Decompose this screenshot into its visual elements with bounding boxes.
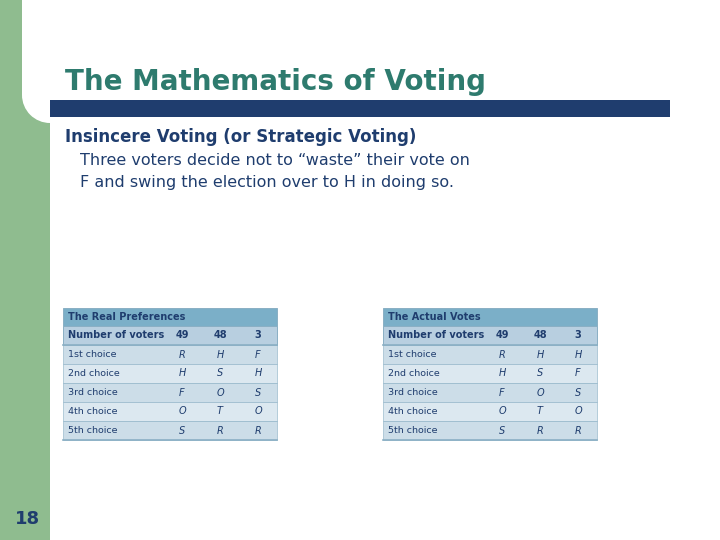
- Bar: [383, 345, 597, 364]
- Text: The Real Preferences: The Real Preferences: [68, 312, 185, 322]
- Bar: [383, 364, 597, 383]
- Text: F and swing the election over to H in doing so.: F and swing the election over to H in do…: [80, 175, 454, 190]
- Text: 4th choice: 4th choice: [68, 407, 117, 416]
- Text: Insincere Voting (or Strategic Voting): Insincere Voting (or Strategic Voting): [65, 128, 416, 146]
- Text: O: O: [254, 407, 262, 416]
- Bar: [383, 421, 597, 440]
- Text: Three voters decide not to “waste” their vote on: Three voters decide not to “waste” their…: [80, 153, 470, 168]
- Bar: [0, 0, 50, 540]
- Text: 3rd choice: 3rd choice: [388, 388, 438, 397]
- Bar: [22, 0, 50, 95]
- Text: O: O: [498, 407, 506, 416]
- Text: H: H: [575, 349, 582, 360]
- Text: R: R: [179, 349, 185, 360]
- Text: R: R: [255, 426, 261, 435]
- Bar: [63, 326, 277, 345]
- Text: T: T: [217, 407, 223, 416]
- Text: Number of voters: Number of voters: [68, 330, 164, 341]
- Bar: [63, 345, 277, 364]
- Text: R: R: [217, 426, 223, 435]
- Text: H: H: [536, 349, 544, 360]
- Text: 3: 3: [255, 330, 261, 341]
- Text: 18: 18: [15, 510, 40, 528]
- Text: The Actual Votes: The Actual Votes: [388, 312, 481, 322]
- Text: F: F: [575, 368, 581, 379]
- Text: F: F: [499, 388, 505, 397]
- Text: F: F: [179, 388, 185, 397]
- Text: The Mathematics of Voting: The Mathematics of Voting: [65, 68, 486, 96]
- Text: S: S: [499, 426, 505, 435]
- Text: 3: 3: [575, 330, 581, 341]
- Bar: [50, 100, 670, 117]
- Text: R: R: [499, 349, 505, 360]
- Bar: [63, 383, 277, 402]
- Bar: [383, 383, 597, 402]
- Bar: [63, 308, 277, 326]
- Text: 3rd choice: 3rd choice: [68, 388, 118, 397]
- Circle shape: [22, 67, 78, 123]
- Text: 48: 48: [534, 330, 546, 341]
- Text: R: R: [536, 426, 544, 435]
- Text: S: S: [575, 388, 581, 397]
- Bar: [63, 402, 277, 421]
- Text: S: S: [537, 368, 543, 379]
- Text: H: H: [179, 368, 186, 379]
- Text: 1st choice: 1st choice: [68, 350, 117, 359]
- Text: 1st choice: 1st choice: [388, 350, 436, 359]
- Text: 48: 48: [213, 330, 227, 341]
- Text: S: S: [179, 426, 185, 435]
- Bar: [383, 402, 597, 421]
- Text: 5th choice: 5th choice: [68, 426, 117, 435]
- Text: H: H: [216, 349, 224, 360]
- Bar: [383, 326, 597, 345]
- Text: 2nd choice: 2nd choice: [68, 369, 120, 378]
- Text: O: O: [216, 388, 224, 397]
- Text: T: T: [537, 407, 543, 416]
- Text: 49: 49: [175, 330, 189, 341]
- Text: H: H: [254, 368, 261, 379]
- Bar: [63, 421, 277, 440]
- Text: 2nd choice: 2nd choice: [388, 369, 440, 378]
- Text: O: O: [574, 407, 582, 416]
- Text: 4th choice: 4th choice: [388, 407, 438, 416]
- Text: O: O: [178, 407, 186, 416]
- Text: S: S: [217, 368, 223, 379]
- Text: 49: 49: [495, 330, 509, 341]
- Text: H: H: [498, 368, 505, 379]
- Bar: [383, 308, 597, 326]
- Text: F: F: [255, 349, 261, 360]
- Text: S: S: [255, 388, 261, 397]
- Text: R: R: [575, 426, 581, 435]
- Bar: [63, 364, 277, 383]
- Text: O: O: [536, 388, 544, 397]
- Text: Number of voters: Number of voters: [388, 330, 485, 341]
- Text: 5th choice: 5th choice: [388, 426, 438, 435]
